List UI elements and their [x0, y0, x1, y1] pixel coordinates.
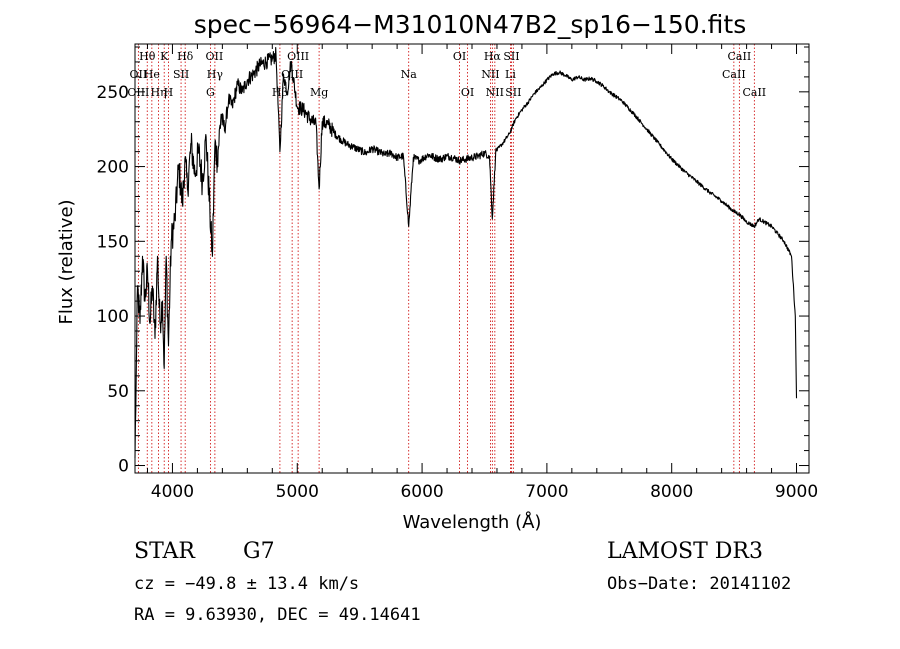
survey-name: LAMOST DR3 — [607, 539, 763, 564]
line-label: G — [206, 86, 215, 99]
y-axis: 0 50 100 150 200 250 — [97, 46, 809, 477]
y-axis-label: Flux (relative) — [56, 199, 77, 324]
line-label: OI — [453, 50, 466, 63]
line-label: CaII — [742, 86, 766, 99]
x-axis: 4000 5000 6000 7000 8000 9000 — [146, 44, 818, 502]
line-label: Hθ — [139, 50, 156, 63]
x-tick-label: 5000 — [276, 482, 319, 502]
observation-date: Obs−Date: 20141102 — [607, 574, 792, 594]
line-label: SII — [505, 86, 521, 99]
x-axis-label: Wavelength (Å) — [403, 511, 542, 533]
y-tick-label: 100 — [97, 307, 129, 327]
y-tick-label: 200 — [97, 158, 129, 178]
y-tick-label: 250 — [97, 83, 129, 103]
y-tick-label: 150 — [97, 232, 129, 252]
line-label: OIII — [127, 86, 149, 99]
x-tick-label: 6000 — [400, 482, 443, 502]
line-label: Li — [505, 68, 516, 81]
x-tick-label: 9000 — [775, 482, 818, 502]
x-tick-label: 4000 — [151, 482, 194, 502]
line-label: OIII — [287, 50, 309, 63]
line-label: OI — [461, 86, 474, 99]
sky-coordinates: RA = 9.63930, DEC = 49.14641 — [134, 605, 421, 625]
line-label: He — [144, 68, 160, 81]
line-label: Hα — [484, 50, 502, 63]
line-label: H — [164, 86, 174, 99]
line-label: SII — [503, 50, 519, 63]
line-label: Hγ — [207, 68, 224, 81]
line-label: CaII — [728, 50, 752, 63]
line-label: OII — [130, 68, 148, 81]
line-label: Na — [401, 68, 418, 81]
y-tick-label: 0 — [118, 457, 129, 477]
x-tick-label: 8000 — [650, 482, 693, 502]
line-label: Hη — [150, 86, 166, 99]
x-tick-label: 7000 — [525, 482, 568, 502]
line-markers — [137, 44, 755, 473]
line-label: CaII — [722, 68, 746, 81]
spectral-subclass: G7 — [243, 539, 275, 564]
line-label: Hβ — [272, 86, 288, 99]
line-label: NII — [486, 86, 504, 99]
y-tick-label: 50 — [107, 382, 129, 402]
spectrum-line — [134, 46, 798, 459]
line-label: K — [160, 50, 169, 63]
line-label: OII — [206, 50, 224, 63]
redshift-velocity: cz = −49.8 ± 13.4 km/s — [134, 574, 360, 594]
line-label: SII — [173, 68, 189, 81]
chart-title: spec−56964−M31010N47B2_sp16−150.fits — [194, 10, 747, 39]
line-label: Hδ — [177, 50, 194, 63]
object-class: STAR — [134, 539, 195, 564]
line-label: NII — [481, 68, 499, 81]
line-label: Mg — [310, 86, 328, 99]
plot-frame — [134, 43, 810, 474]
